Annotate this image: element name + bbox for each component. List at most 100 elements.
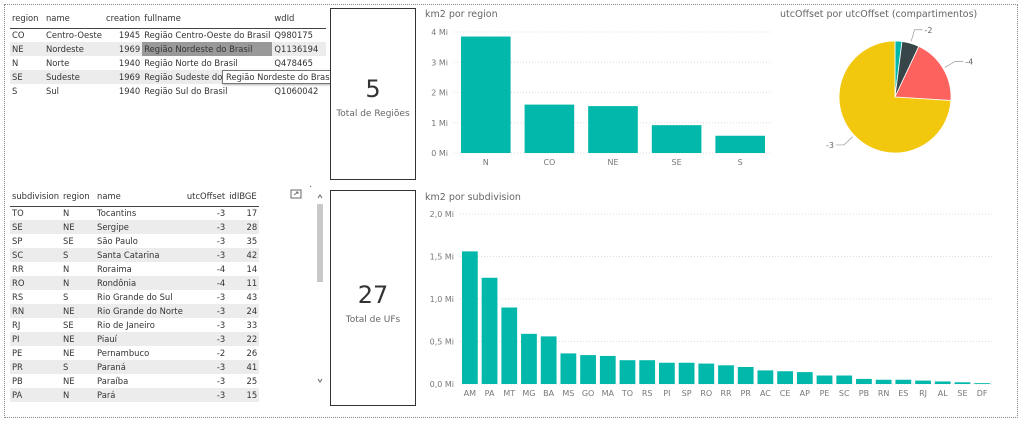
- table-row[interactable]: PB NE Paraíba -3 25: [10, 374, 259, 388]
- slice-label: -2: [925, 26, 933, 35]
- x-tick-label: SP: [682, 389, 692, 398]
- pie-chart-utcoffset[interactable]: -2 -4 -3: [780, 20, 1010, 170]
- x-tick-label: AM: [464, 389, 476, 398]
- table-row[interactable]: RS S Rio Grande do Sul -3 43: [10, 290, 259, 304]
- table-cell: Rio Grande do Norte: [95, 304, 185, 318]
- x-tick-label: AL: [938, 389, 948, 398]
- column-header-wdid[interactable]: wdId: [272, 8, 327, 29]
- table-cell: -3: [216, 236, 226, 246]
- x-tick-label: PR: [741, 389, 752, 398]
- table-cell: Paraíba: [97, 376, 129, 386]
- more-options-icon[interactable]: ·: [309, 182, 313, 193]
- table-row[interactable]: SP SE São Paulo -3 35: [10, 234, 259, 248]
- bar-AL: [934, 381, 951, 384]
- table-row[interactable]: CO Centro-Oeste 1945 Região Centro-Oeste do…: [10, 28, 326, 42]
- table-row[interactable]: NE Nordeste 1969 Região Nordeste do Brasil Q…: [10, 42, 327, 56]
- x-tick-label: SE: [957, 389, 967, 398]
- chart-title: utcOffset por utcOffset (compartimentos): [780, 9, 978, 20]
- y-tick-label: 4 Mi: [431, 28, 448, 37]
- card-total-regions[interactable]: 5 Total de Regiões: [330, 8, 416, 180]
- table-cell: 24: [227, 304, 260, 318]
- x-tick-label: SE: [672, 158, 682, 167]
- table-cell: 1940: [118, 58, 141, 68]
- table-cell: 26: [246, 348, 258, 358]
- bar-MG: [521, 333, 537, 384]
- table-cell: N: [12, 58, 19, 68]
- leader-line: [910, 29, 923, 42]
- table-cell: 43: [246, 292, 258, 302]
- card-value: 5: [365, 75, 381, 103]
- table-row[interactable]: PA N Pará -3 15: [10, 388, 260, 402]
- table-cell: Piauí: [95, 332, 185, 346]
- x-tick-label: RS: [642, 389, 653, 398]
- pie-slice: [838, 40, 952, 154]
- bar-CE: [777, 371, 793, 384]
- table-cell: RR: [12, 264, 24, 274]
- bar-RN: [875, 379, 892, 384]
- bar-PA: [481, 277, 498, 384]
- table-cell: São Paulo: [97, 236, 138, 246]
- table-row[interactable]: RR N Roraima -4 14: [10, 262, 259, 276]
- bar-NE: [588, 106, 638, 153]
- table-cell: Sul: [46, 86, 59, 96]
- subdivision-table-visual[interactable]: subdivision region name utcOffset idIBGE…: [10, 186, 310, 402]
- column-header-idibge[interactable]: idIBGE: [227, 186, 260, 207]
- table-cell: Tocantins: [97, 208, 137, 219]
- table-cell: Região Nordeste do Brasil: [142, 42, 273, 56]
- column-header-region[interactable]: region: [61, 186, 96, 207]
- table-cell: 1969: [104, 42, 143, 56]
- table-row[interactable]: PI NE Piauí -3 22: [10, 332, 260, 346]
- pie-slice: [894, 45, 952, 101]
- table-cell: PB: [12, 376, 23, 386]
- table-cell: -3: [216, 208, 226, 219]
- column-header-creation[interactable]: creation: [104, 8, 143, 29]
- table-row[interactable]: PE NE Pernambuco -2 26: [10, 346, 259, 360]
- column-header-region[interactable]: region: [10, 8, 44, 29]
- y-tick-label: 2 Mi: [431, 89, 448, 98]
- table-cell: SP: [12, 236, 23, 246]
- table-row[interactable]: N Norte 1940 Região Norte do Brasil Q478465: [10, 56, 326, 70]
- table-cell: Sudeste: [44, 70, 104, 84]
- bar-TO: [619, 360, 636, 384]
- table-row[interactable]: PR S Paraná -3 41: [10, 360, 260, 374]
- table-cell: 15: [227, 388, 260, 402]
- table-row[interactable]: RO N Rondônia -4 11: [10, 276, 260, 290]
- table-cell: NE: [63, 348, 75, 358]
- x-tick-label: MS: [562, 389, 574, 398]
- table-cell: S: [61, 248, 96, 262]
- table-row[interactable]: SE NE Sergipe -3 28: [10, 220, 260, 234]
- table-row[interactable]: RN NE Rio Grande do Norte -3 24: [10, 304, 260, 318]
- bar-BA: [540, 336, 557, 384]
- table-cell: -3: [216, 376, 226, 386]
- table-row[interactable]: TO N Tocantins -3 17: [10, 206, 259, 220]
- column-header-utcoffset[interactable]: utcOffset: [184, 186, 228, 207]
- bar-chart-subdivision[interactable]: 0,0 Mi 0,5 Mi 1,0 Mi 1,5 Mi 2,0 Mi AM PA MT MG BA…: [420, 204, 1000, 404]
- table-cell: NE: [63, 376, 75, 386]
- bar-AM: [461, 251, 478, 384]
- bar-chart-region[interactable]: 0 Mi 1 Mi 2 Mi 3 Mi 4 Mi N CO NE SE S: [420, 20, 780, 175]
- table-cell: Roraima: [97, 264, 132, 274]
- table-scrollbar[interactable]: [316, 190, 324, 390]
- table-row[interactable]: SC S Santa Catarina -3 42: [10, 248, 260, 262]
- column-header-subdivision[interactable]: subdivision: [10, 186, 62, 207]
- table-cell: -3: [216, 320, 226, 330]
- column-header-name[interactable]: name: [95, 186, 185, 207]
- column-header-fullname[interactable]: fullname: [142, 8, 273, 29]
- card-total-ufs[interactable]: 27 Total de UFs: [330, 190, 416, 406]
- table-cell: RJ: [12, 320, 21, 330]
- table-cell: -3: [184, 360, 228, 374]
- chart-title: km2 por region: [425, 9, 498, 20]
- table-cell: Santa Catarina: [95, 248, 185, 262]
- table-cell: -3: [216, 292, 226, 302]
- table-row[interactable]: RJ SE Rio de Janeiro -3 33: [10, 318, 259, 332]
- column-header-name[interactable]: name: [44, 8, 104, 29]
- x-tick-label: GO: [582, 389, 595, 398]
- table-cell: -3: [184, 332, 228, 346]
- focus-mode-icon[interactable]: [290, 184, 302, 199]
- table-cell: 42: [227, 248, 260, 262]
- table-cell: 11: [227, 276, 260, 290]
- bar-SE: [651, 125, 702, 153]
- regions-table-visual[interactable]: region name creation fullname wdId CO Cen…: [10, 8, 330, 98]
- table-row[interactable]: S Sul 1940 Região Sul do Brasil Q1060042: [10, 84, 326, 98]
- table-cell: 25: [246, 376, 258, 386]
